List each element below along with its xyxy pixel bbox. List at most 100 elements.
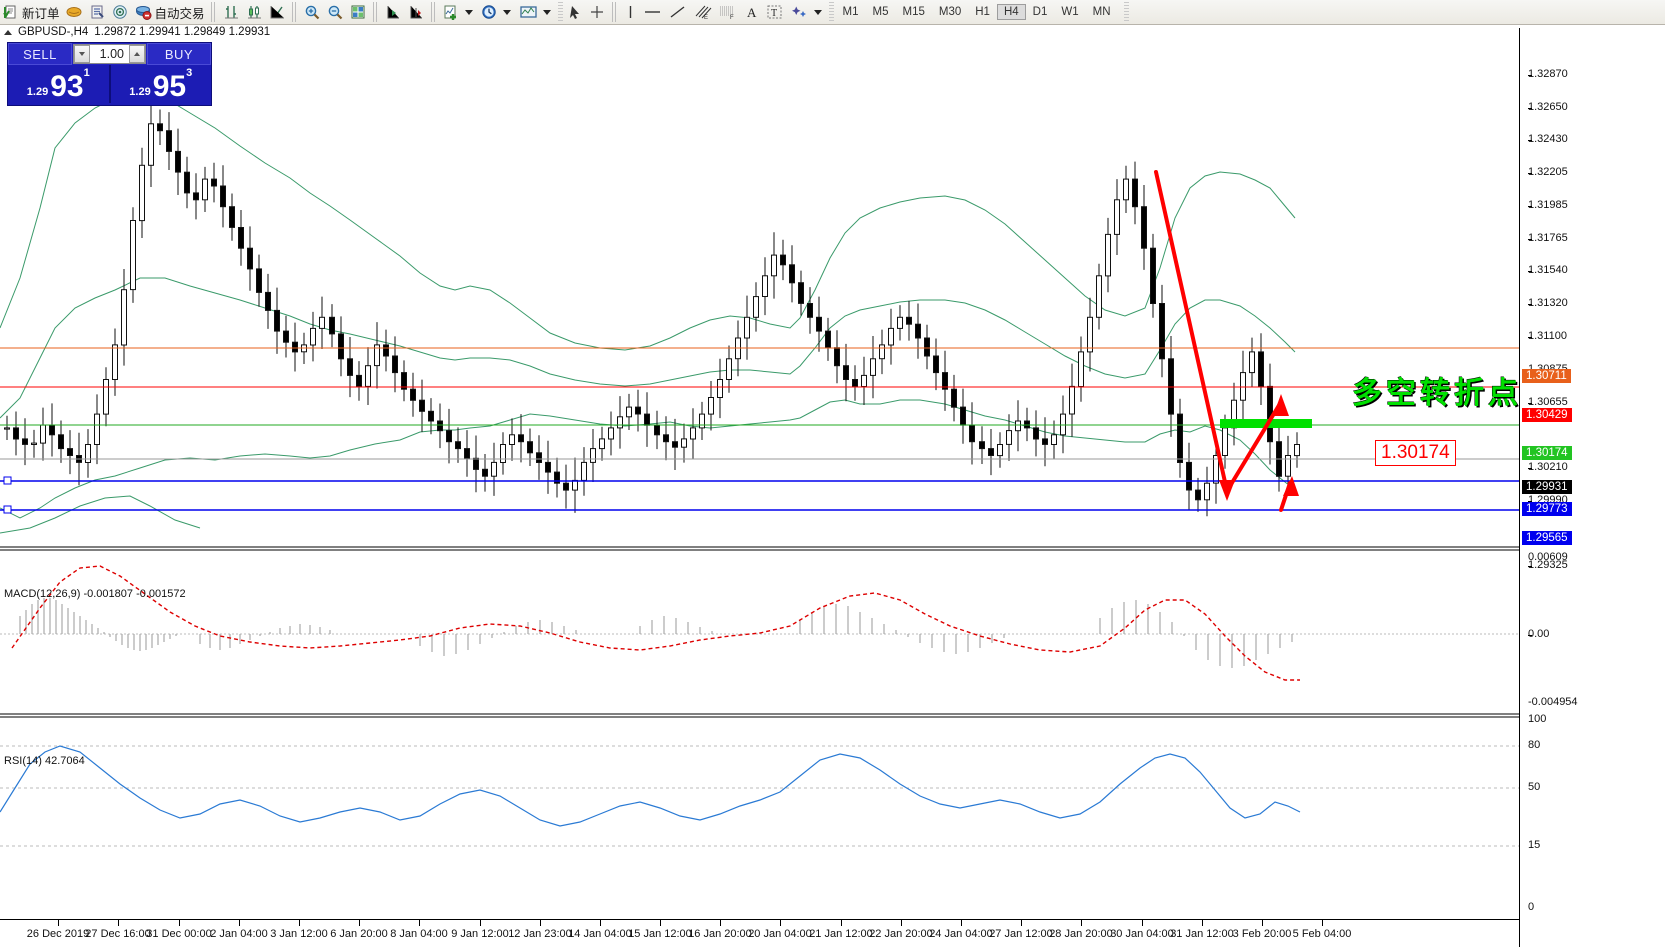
time-axis-tick — [1142, 920, 1143, 926]
tile-windows-button[interactable] — [347, 1, 370, 23]
shapes-dropdown-caret[interactable] — [813, 9, 822, 15]
symbol-name: GBPUSD-,H4 — [18, 26, 89, 38]
price-axis-badge-resistance-orange[interactable]: 1.30711 — [1522, 369, 1571, 383]
collapse-triangle-icon[interactable] — [4, 29, 12, 35]
timeframe-m5[interactable]: M5 — [872, 6, 889, 18]
zoom-out-button[interactable] — [324, 1, 347, 23]
auto-scroll-button[interactable] — [405, 1, 428, 23]
buy-button[interactable]: BUY — [147, 43, 211, 65]
chart-text-annotation[interactable]: 多空转折点 — [1352, 376, 1522, 411]
candlestick-chart-button[interactable] — [243, 1, 266, 23]
templates-dropdown-caret[interactable] — [542, 9, 551, 15]
macd-axis-tick-zero: 0.00 — [1520, 628, 1549, 640]
price-axis-tick-value: 1.32650 — [1528, 101, 1568, 113]
time-axis-tick — [720, 920, 721, 926]
time-axis[interactable]: 26 Dec 2019 27 Dec 16:00 31 Dec 00:00 2 Jan… — [0, 919, 1665, 948]
buy-price[interactable]: 1.29 95 3 — [111, 65, 212, 103]
price-axis-tick: 1.31765 — [1520, 232, 1568, 244]
time-axis-label: 20 Jan 04:00 — [748, 928, 812, 940]
tile-windows-icon — [350, 4, 367, 20]
fibonacci-button[interactable]: F — [715, 1, 741, 23]
macd-axis-tick-top: 0.00609 — [1520, 551, 1568, 563]
sell-price[interactable]: 1.29 93 1 — [8, 65, 111, 103]
cursor-button[interactable] — [565, 1, 586, 23]
text-label-icon: T — [765, 4, 784, 20]
timeframe-mn[interactable]: MN — [1092, 6, 1111, 18]
chart-price-label-annotation[interactable]: 1.30174 — [1375, 440, 1456, 466]
timeframe-w1[interactable]: W1 — [1061, 6, 1079, 18]
timeframe-m15[interactable]: M15 — [902, 6, 925, 18]
equidistant-channel-button[interactable]: E — [690, 1, 715, 23]
auto-trading-label: 自动交易 — [154, 6, 205, 21]
crosshair-button[interactable] — [586, 1, 609, 23]
price-axis-tick-value: 1.30655 — [1528, 396, 1568, 408]
volume-increment-button[interactable] — [129, 45, 145, 63]
chart-shift-button[interactable] — [382, 1, 405, 23]
sell-button[interactable]: SELL — [8, 43, 72, 65]
fibonacci-icon: F — [718, 4, 738, 20]
rsi-axis-value-80: 80 — [1528, 739, 1541, 751]
price-axis[interactable]: 1.32870 1.32650 1.32430 1.32205 1.31985 1.317… — [1519, 28, 1665, 919]
axis-corner — [1519, 919, 1665, 947]
auto-trading-button[interactable]: 自动交易 — [132, 1, 208, 23]
volume-value[interactable]: 1.00 — [90, 45, 129, 63]
period-button[interactable] — [478, 1, 516, 23]
expert-advisors-button[interactable] — [63, 1, 86, 23]
sell-price-prefix: 1.29 — [26, 86, 49, 98]
time-axis-label: 31 Jan 12:00 — [1170, 928, 1234, 940]
price-axis-tick: 1.32205 — [1520, 166, 1568, 178]
zoom-in-button[interactable] — [301, 1, 324, 23]
price-axis-tick-value: 1.32205 — [1528, 166, 1568, 178]
time-axis-label: 28 Jan 20:00 — [1049, 928, 1113, 940]
text-label-button[interactable]: T — [762, 1, 787, 23]
line-chart-icon — [269, 4, 286, 20]
toolbar-gripper-2[interactable] — [828, 2, 834, 22]
volume-decrement-button[interactable] — [74, 45, 90, 63]
chart-shift-icon — [385, 4, 402, 20]
toolbar-gripper-3[interactable] — [1123, 2, 1129, 22]
indicators-dropdown-caret[interactable] — [464, 9, 473, 15]
new-order-button[interactable]: 新订单 — [0, 1, 63, 23]
data-window-button[interactable] — [86, 1, 109, 23]
macd-indicator-label: MACD(12,26,9) -0.001807 -0.001572 — [4, 588, 186, 600]
price-axis-tick-value: 1.29325 — [1528, 559, 1568, 571]
timeframe-h4[interactable]: H4 — [996, 4, 1026, 20]
volume-stepper[interactable]: 1.00 — [73, 44, 146, 64]
one-click-trading-panel[interactable]: SELL 1.00 BUY 1.29 93 1 1.29 95 3 — [7, 42, 212, 106]
price-axis-badge-support-blue-1[interactable]: 1.29773 — [1522, 502, 1572, 516]
shapes-button[interactable] — [787, 1, 827, 23]
price-axis-badge-support-blue-2[interactable]: 1.29565 — [1522, 531, 1572, 545]
oct-price-row: 1.29 93 1 1.29 95 3 — [8, 65, 211, 103]
period-dropdown-caret[interactable] — [502, 9, 511, 15]
indicators-button[interactable] — [440, 1, 478, 23]
trendline-button[interactable] — [665, 1, 690, 23]
price-axis-tick-value: 1.31540 — [1528, 264, 1568, 276]
timeframe-h1[interactable]: H1 — [975, 6, 990, 18]
price-axis-badge-support-green[interactable]: 1.30174 — [1522, 446, 1572, 460]
price-chart-area[interactable]: MACD(12,26,9) -0.001807 -0.001572 RSI(14… — [0, 28, 1519, 919]
price-axis-tick: 1.31320 — [1520, 297, 1568, 309]
navigator-button[interactable] — [109, 1, 132, 23]
time-axis-label: 27 Jan 12:00 — [989, 928, 1053, 940]
line-chart-button[interactable] — [266, 1, 289, 23]
price-axis-tick: 1.32870 — [1520, 68, 1568, 80]
templates-button[interactable] — [516, 1, 556, 23]
vertical-line-button[interactable] — [621, 1, 640, 23]
price-axis-badge-current-price[interactable]: 1.29931 — [1522, 480, 1572, 494]
time-axis-tick — [480, 920, 481, 926]
toolbar-divider-5 — [611, 2, 618, 22]
timeframe-m30[interactable]: M30 — [938, 6, 962, 18]
timeframe-d1[interactable]: D1 — [1032, 6, 1048, 18]
rsi-axis-value-100: 100 — [1528, 713, 1547, 725]
text-icon: A — [744, 4, 759, 20]
price-axis-badge-resistance-red[interactable]: 1.30429 — [1522, 408, 1572, 422]
zoom-in-icon — [304, 4, 321, 20]
bollinger-bands — [0, 89, 1296, 534]
toolbar-gripper-1[interactable] — [557, 2, 563, 22]
macd-axis-value-bottom: -0.004954 — [1528, 696, 1578, 708]
time-axis-tick — [841, 920, 842, 926]
bar-chart-button[interactable] — [220, 1, 243, 23]
timeframe-m1[interactable]: M1 — [842, 6, 859, 18]
horizontal-line-button[interactable] — [640, 1, 665, 23]
text-button[interactable]: A — [741, 1, 762, 23]
